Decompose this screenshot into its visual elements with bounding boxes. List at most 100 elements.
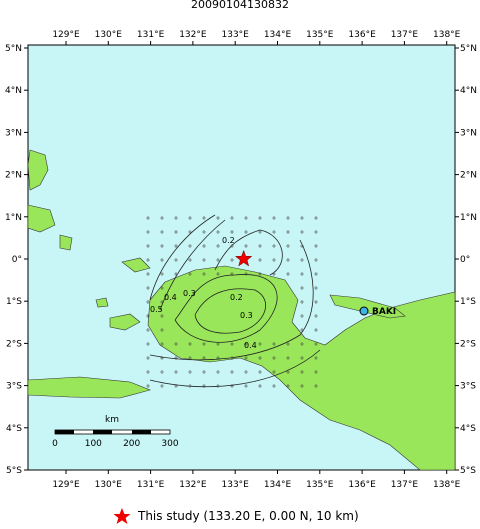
lon-label: 134°E: [264, 30, 292, 40]
cross: [286, 370, 290, 374]
lat-label: 3°S: [6, 382, 22, 392]
cross: [286, 258, 290, 262]
cross: [258, 244, 262, 248]
cross: [286, 272, 290, 276]
cross: [188, 384, 192, 388]
legend-label: This study (133.20 E, 0.00 N, 10 km): [137, 509, 359, 523]
scale-bar: km 0 100 200 300: [52, 415, 179, 449]
contour-labels: 0.2 0.5 0.4 0.3 0.2 0.3 0.4: [150, 236, 257, 350]
lon-label: 135°E: [306, 480, 334, 490]
cross: [300, 300, 304, 304]
cross: [146, 272, 150, 276]
cross: [258, 230, 262, 234]
cross: [160, 216, 164, 220]
lat-label: 3°N: [460, 128, 477, 138]
cross: [258, 342, 262, 346]
cross: [146, 314, 150, 318]
cross: [160, 286, 164, 290]
cross: [300, 370, 304, 374]
cross: [216, 384, 220, 388]
lon-label: 130°E: [95, 30, 123, 40]
lon-label: 138°E: [433, 480, 461, 490]
cross: [188, 244, 192, 248]
cross: [188, 258, 192, 262]
cross: [300, 342, 304, 346]
cross: [160, 300, 164, 304]
cross: [146, 370, 150, 374]
cross: [244, 230, 248, 234]
lat-label: 4°N: [5, 86, 22, 96]
scale-label: 200: [123, 439, 140, 449]
cross: [272, 216, 276, 220]
lon-label: 137°E: [391, 480, 419, 490]
cross: [202, 384, 206, 388]
lat-label: 4°S: [460, 424, 476, 434]
cross: [174, 370, 178, 374]
lat-label: 2°N: [5, 171, 22, 181]
cross: [160, 356, 164, 360]
cross: [174, 244, 178, 248]
cross: [174, 342, 178, 346]
cross: [174, 384, 178, 388]
cross: [216, 370, 220, 374]
cross: [146, 244, 150, 248]
lat-label: 0°: [460, 255, 470, 265]
cross: [146, 258, 150, 262]
scale-label: 300: [161, 439, 178, 449]
cross: [146, 384, 150, 388]
cross: [146, 300, 150, 304]
cross: [314, 258, 318, 262]
cross: [272, 384, 276, 388]
lon-label: 132°E: [179, 480, 207, 490]
cross: [300, 356, 304, 360]
cross: [188, 272, 192, 276]
lat-label: 1°N: [5, 213, 22, 223]
lon-label: 135°E: [306, 30, 334, 40]
lat-label: 3°S: [460, 382, 476, 392]
cross: [258, 258, 262, 262]
cross: [258, 216, 262, 220]
cross: [244, 244, 248, 248]
cross: [146, 342, 150, 346]
cross: [314, 342, 318, 346]
graticule-labels: 129°E 129°E 130°E 130°E 131°E 131°E 132°E 132°E…: [5, 30, 477, 490]
cross: [230, 370, 234, 374]
cross: [188, 230, 192, 234]
cross: [300, 216, 304, 220]
cross: [258, 356, 262, 360]
scale-label: 0: [52, 439, 58, 449]
cross: [174, 258, 178, 262]
cross: [314, 314, 318, 318]
cross: [160, 370, 164, 374]
lat-label: 1°S: [460, 297, 476, 307]
cross: [230, 230, 234, 234]
cross: [174, 272, 178, 276]
cross: [314, 286, 318, 290]
lat-label: 5°S: [460, 466, 476, 476]
cross: [314, 328, 318, 332]
lat-label: 5°N: [460, 44, 477, 54]
cross: [244, 342, 248, 346]
contour-label: 0.3: [183, 289, 196, 298]
cross: [244, 356, 248, 360]
contour-label: 0.3: [240, 311, 253, 320]
cross: [230, 342, 234, 346]
cross: [230, 244, 234, 248]
lon-label: 136°E: [348, 30, 376, 40]
cross: [258, 370, 262, 374]
cross: [188, 342, 192, 346]
cross: [314, 356, 318, 360]
cross: [146, 328, 150, 332]
cross: [146, 356, 150, 360]
lon-label: 129°E: [52, 30, 80, 40]
station-marker: [359, 306, 369, 316]
cross: [202, 216, 206, 220]
cross: [314, 216, 318, 220]
cross: [272, 356, 276, 360]
lon-label: 134°E: [264, 480, 292, 490]
cross: [188, 216, 192, 220]
cross: [300, 286, 304, 290]
cross: [160, 244, 164, 248]
cross: [146, 286, 150, 290]
